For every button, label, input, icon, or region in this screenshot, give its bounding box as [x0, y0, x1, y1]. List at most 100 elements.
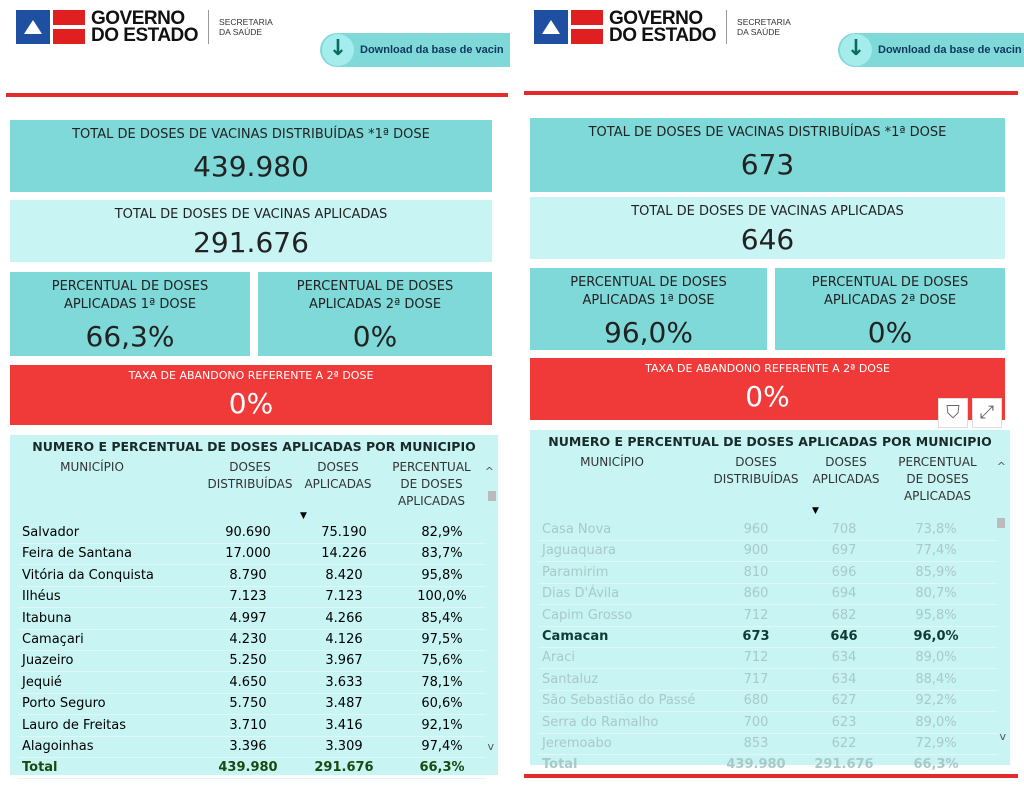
cell-municipio: São Sebastião do Passé — [542, 693, 696, 709]
card-label: PERCENTUAL DE DOSES APLICADAS 2ª DOSE — [811, 275, 969, 308]
expand-icon[interactable]: ⤢ — [972, 398, 1002, 428]
cell-distribuidas: 5.750 — [229, 696, 267, 712]
table-row[interactable]: Camaçari 4.230 4.126 97,5% — [18, 630, 486, 651]
cell-percentual: 82,9% — [421, 525, 463, 540]
table-row[interactable]: Santaluz 717 634 88,4% — [538, 670, 998, 691]
col-header-municipio[interactable]: MUNICÍPIO — [60, 460, 124, 474]
table-row[interactable]: São Sebastião do Passé 680 627 92,2% — [538, 691, 998, 713]
card-label: PERCENTUAL DE DOSES APLICADAS 2ª DOSE — [296, 279, 454, 312]
col-header-distribuidas[interactable]: DOSES DISTRIBUÍDAS — [207, 460, 293, 491]
cell-distribuidas: 673 — [742, 629, 770, 644]
table-row[interactable]: Ilhéus 7.123 7.123 100,0% — [18, 587, 486, 609]
col-header-municipio[interactable]: MUNICÍPIO — [580, 455, 644, 469]
scroll-down-icon[interactable]: v — [999, 730, 1006, 743]
scroll-up-icon[interactable]: ^ — [484, 465, 494, 478]
cell-aplicadas: 696 — [831, 564, 857, 580]
table-title: NUMERO E PERCENTUAL DE DOSES APLICADAS P… — [548, 434, 992, 449]
dashboard-right: GOVERNO DO ESTADO SECRETARIA DA SAÚDE ↓ Dow… — [518, 0, 1024, 787]
cell-aplicadas: 694 — [831, 586, 857, 602]
cell-municipio: Total — [22, 760, 58, 776]
col-header-percentual[interactable]: PERCENTUAL DE DOSES APLICADAS — [898, 455, 977, 503]
table-row[interactable]: Vitória da Conquista 8.790 8.420 95,8% — [18, 566, 486, 587]
divider — [524, 91, 1018, 95]
card-value: 291.676 — [193, 226, 309, 259]
cell-percentual: 75,6% — [421, 653, 463, 669]
card-value: 0% — [745, 380, 790, 413]
sort-desc-icon[interactable]: ▼ — [812, 506, 819, 516]
table-row[interactable]: Itabuna 4.997 4.266 85,4% — [18, 609, 486, 630]
card-distributed: TOTAL DE DOSES DE VACINAS DISTRIBUÍDAS *… — [530, 118, 1005, 192]
card-distributed: TOTAL DE DOSES DE VACINAS DISTRIBUÍDAS *… — [10, 120, 492, 192]
col-header-aplicadas[interactable]: DOSES APLICADAS — [304, 460, 372, 491]
table-row[interactable]: Dias D'Ávila 860 694 80,7% — [538, 584, 998, 606]
download-button[interactable]: ↓ Download da base de vacin — [320, 33, 510, 67]
table-row[interactable]: Lauro de Freitas 3.710 3.416 92,1% — [18, 716, 486, 737]
scrollbar-thumb[interactable] — [488, 491, 496, 501]
cell-percentual: 89,0% — [915, 714, 957, 730]
card-value: 0% — [867, 316, 913, 349]
cell-percentual: 95,8% — [915, 607, 957, 623]
cell-percentual: 80,7% — [915, 586, 957, 602]
cell-aplicadas: 634 — [831, 650, 857, 666]
arrow-down-icon: ↓ — [840, 34, 872, 66]
cell-percentual: 73,8% — [915, 522, 957, 537]
table-row[interactable]: Casa Nova 960 708 73,8% — [538, 520, 998, 541]
card-pct1: PERCENTUAL DE DOSES APLICADAS 1ª DOSE 66,… — [10, 272, 250, 356]
download-label: Download da base de vacin — [360, 44, 504, 56]
cell-distribuidas: 4.997 — [229, 610, 267, 626]
cell-aplicadas: 697 — [831, 543, 857, 559]
table-row[interactable]: Feira de Santana 17.000 14.226 83,7% — [18, 544, 486, 566]
cell-municipio: Santaluz — [542, 671, 599, 687]
download-button[interactable]: ↓ Download da base de vacin — [838, 33, 1024, 67]
card-value: 0% — [352, 320, 398, 353]
scroll-down-icon[interactable]: v — [487, 740, 494, 753]
cell-distribuidas: 5.250 — [229, 653, 267, 669]
table-row[interactable]: Capim Grosso 712 682 95,8% — [538, 606, 998, 627]
cell-municipio: Feira de Santana — [22, 546, 132, 562]
table-row[interactable]: Alagoinhas 3.396 3.309 97,4% — [18, 737, 486, 758]
table-total-row[interactable]: Total 439.980 291.676 66,3% — [18, 758, 486, 780]
cell-municipio: Itabuna — [22, 610, 72, 626]
cell-municipio: Ilhéus — [22, 589, 61, 605]
table-row[interactable]: Jequié 4.650 3.633 78,1% — [18, 673, 486, 694]
table-row[interactable]: Jeremoabo 853 622 72,9% — [538, 734, 998, 755]
municipality-table: NUMERO E PERCENTUAL DE DOSES APLICADAS P… — [10, 435, 498, 780]
cell-distribuidas: 4.230 — [229, 632, 267, 647]
cell-percentual: 92,2% — [915, 693, 957, 709]
filter-icon[interactable]: ⛉ — [938, 398, 968, 428]
table-row[interactable]: Porto Seguro 5.750 3.487 60,6% — [18, 694, 486, 716]
cell-percentual: 83,7% — [421, 546, 463, 562]
sort-desc-icon[interactable]: ▼ — [300, 511, 307, 521]
table-row[interactable]: Serra do Ramalho 700 623 89,0% — [538, 713, 998, 734]
cell-municipio: Camacan — [542, 629, 609, 644]
card-abandon: TAXA DE ABANDONO REFERENTE A 2ª DOSE 0% — [530, 358, 1005, 420]
cell-distribuidas: 900 — [743, 543, 769, 559]
cell-aplicadas: 4.126 — [325, 632, 363, 647]
cell-aplicadas: 3.967 — [325, 653, 363, 669]
table-row[interactable]: Salvador 90.690 75.190 82,9% — [18, 523, 486, 544]
cell-distribuidas: 700 — [743, 714, 769, 730]
cell-percentual: 77,4% — [915, 543, 957, 559]
cell-aplicadas: 75.190 — [321, 525, 367, 540]
col-header-percentual[interactable]: PERCENTUAL DE DOSES APLICADAS — [392, 460, 471, 508]
card-value: 646 — [740, 223, 795, 256]
cell-distribuidas: 439.980 — [218, 760, 278, 776]
logo: GOVERNO DO ESTADO SECRETARIA DA SAÚDE — [16, 9, 273, 46]
table-row[interactable]: Paramirim 810 696 85,9% — [538, 563, 998, 584]
cell-distribuidas: 4.650 — [229, 674, 267, 690]
divider — [208, 10, 210, 44]
col-header-distribuidas[interactable]: DOSES DISTRIBUÍDAS — [713, 455, 799, 486]
cell-distribuidas: 8.790 — [229, 567, 267, 583]
table-row[interactable]: Jaguaquara 900 697 77,4% — [538, 541, 998, 563]
brand-line2: DO ESTADO — [91, 25, 199, 46]
scrollbar-thumb[interactable] — [997, 518, 1005, 528]
table-row[interactable]: Juazeiro 5.250 3.967 75,6% — [18, 651, 486, 673]
cell-aplicadas: 4.266 — [325, 610, 363, 626]
table-row[interactable]: Araci 712 634 89,0% — [538, 648, 998, 670]
cell-distribuidas: 17.000 — [225, 546, 271, 562]
scroll-up-icon[interactable]: ^ — [996, 460, 1006, 473]
table-row[interactable]: Camacan 673 646 96,0% — [538, 627, 998, 648]
cell-distribuidas: 712 — [743, 650, 769, 666]
col-header-aplicadas[interactable]: DOSES APLICADAS — [812, 455, 880, 486]
cell-municipio: Total — [542, 757, 578, 773]
